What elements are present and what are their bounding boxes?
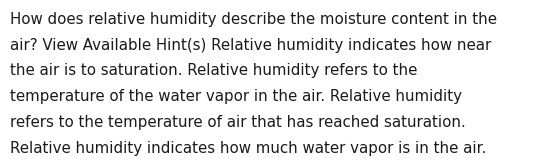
Text: temperature of the water vapor in the air. Relative humidity: temperature of the water vapor in the ai… xyxy=(10,89,462,104)
Text: Relative humidity indicates how much water vapor is in the air.: Relative humidity indicates how much wat… xyxy=(10,141,486,156)
Text: refers to the temperature of air that has reached saturation.: refers to the temperature of air that ha… xyxy=(10,115,466,130)
Text: the air is to saturation. Relative humidity refers to the: the air is to saturation. Relative humid… xyxy=(10,63,417,78)
Text: How does relative humidity describe the moisture content in the: How does relative humidity describe the … xyxy=(10,12,497,27)
Text: air? View Available Hint(s) Relative humidity indicates how near: air? View Available Hint(s) Relative hum… xyxy=(10,38,491,53)
